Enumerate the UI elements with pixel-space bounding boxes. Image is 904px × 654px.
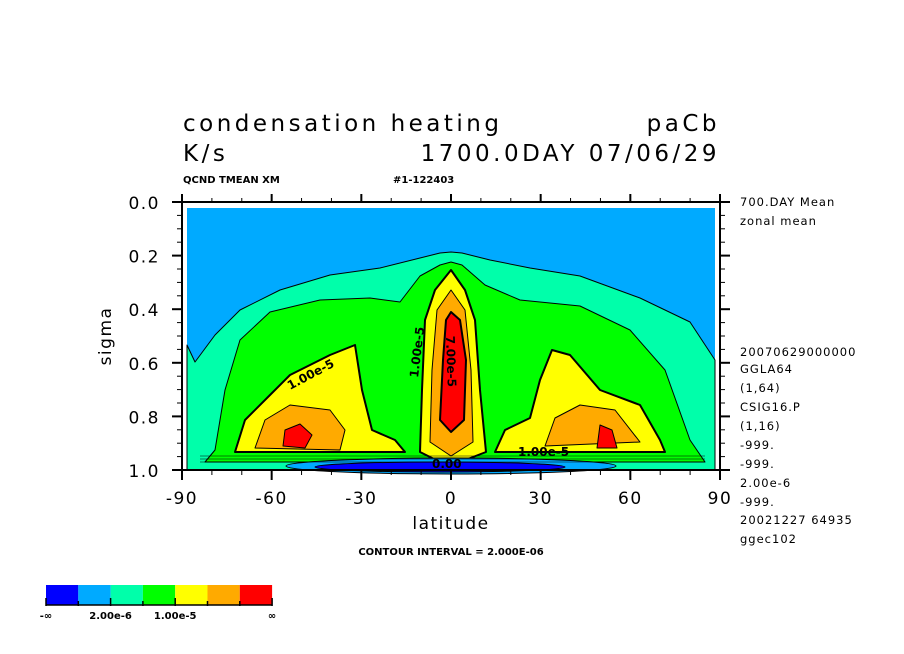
colorbar-swatch — [78, 585, 111, 605]
contour-label: 7.00e-5 — [443, 336, 459, 388]
contour-label: 1.00e-5 — [518, 445, 569, 459]
info-line: -999. — [740, 438, 775, 452]
x-tick-label: -90 — [166, 489, 198, 509]
y-tick-label: 1.0 — [128, 462, 160, 482]
x-axis-label: latitude — [412, 514, 489, 534]
x-tick-label: -30 — [345, 489, 377, 509]
fill-level-6-center — [439, 311, 467, 433]
info-line: ggec102 — [740, 532, 797, 546]
x-tick-label: 90 — [708, 489, 733, 509]
y-tick-label: 0.6 — [128, 355, 160, 375]
y-axis-label: sigma — [96, 307, 116, 366]
info-line: (1,64) — [740, 381, 781, 395]
contour-interval: CONTOUR INTERVAL = 2.000E-06 — [358, 547, 543, 558]
colorbar-label: ∞ — [268, 611, 276, 622]
info-panel: 700.DAY Mean zonal mean 20070629000000 GGLA… — [740, 195, 856, 546]
colorbar-swatch — [175, 585, 208, 605]
fill-level-6-right — [596, 424, 618, 449]
y-tick-label: 0.4 — [128, 301, 160, 321]
chart-title-right: paCb — [647, 111, 720, 137]
colorbar-label: 2.00e-6 — [89, 611, 132, 622]
colorbar-swatch — [110, 585, 143, 605]
contour-label: 1.00e-5 — [407, 326, 427, 378]
y-tick-label: 0.2 — [128, 248, 160, 268]
info-line: 20070629000000 — [740, 345, 856, 359]
info-line: -999. — [740, 457, 775, 471]
colorbar: -∞ 2.00e-6 1.00e-5 ∞ — [40, 585, 276, 622]
units-label: K/s — [183, 141, 228, 167]
colorbar-label: 1.00e-5 — [154, 611, 197, 622]
contour-label: 0.00 — [432, 457, 462, 471]
axes: -90 -60 -30 0 30 60 90 0.0 0.2 0.4 0.6 0.8 1.0 — [128, 194, 733, 509]
variable-label: QCND TMEAN XM — [183, 175, 280, 186]
y-tick-label: 0.8 — [128, 408, 160, 428]
colorbar-swatch — [142, 585, 176, 605]
run-label: #1-122403 — [393, 175, 454, 186]
colorbar-swatch — [239, 585, 273, 605]
info-line: (1,16) — [740, 419, 781, 433]
fill-level-5-right — [544, 404, 641, 447]
contour-fills — [186, 208, 716, 475]
info-line: 2.00e-6 — [740, 476, 791, 490]
info-line: zonal mean — [740, 214, 817, 228]
info-line: GGLA64 — [740, 362, 793, 376]
x-tick-label: 0 — [445, 489, 457, 509]
x-tick-label: 60 — [618, 489, 643, 509]
info-line: 700.DAY Mean — [740, 195, 835, 209]
colorbar-swatch — [207, 585, 240, 605]
time-label: 1700.0DAY 07/06/29 — [421, 141, 720, 167]
chart-title: condensation heating — [183, 111, 502, 137]
x-tick-label: -60 — [256, 489, 288, 509]
colorbar-label: -∞ — [40, 611, 52, 622]
colorbar-swatch — [46, 585, 79, 605]
fill-level-6-left — [282, 423, 313, 449]
info-line: CSIG16.P — [740, 400, 801, 414]
y-tick-label: 0.0 — [128, 194, 160, 214]
info-line: -999. — [740, 495, 775, 509]
info-line: 20021227 64935 — [740, 513, 853, 527]
x-tick-label: 30 — [528, 489, 553, 509]
